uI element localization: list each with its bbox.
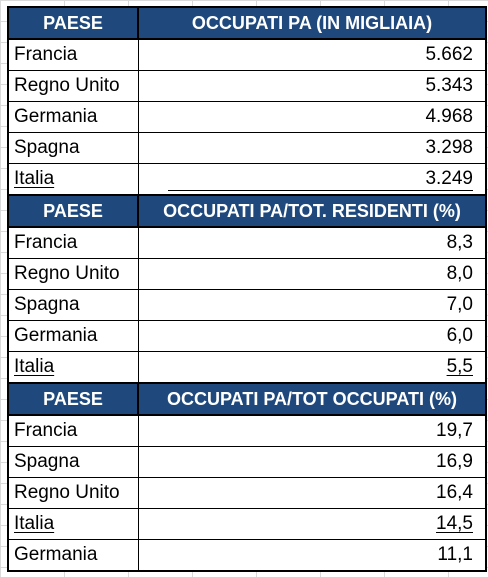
value-cell[interactable]: 11,1 bbox=[137, 539, 487, 572]
section-header-row: PAESE OCCUPATI PA/TOT. RESIDENTI (%) bbox=[7, 194, 487, 228]
header-metric[interactable]: OCCUPATI PA/TOT OCCUPATI (%) bbox=[137, 382, 487, 416]
table-row: Germania 6,0 bbox=[7, 320, 487, 352]
value-cell[interactable]: 19,7 bbox=[137, 414, 487, 447]
table-row: Regno Unito 16,4 bbox=[7, 477, 487, 509]
country-cell[interactable]: Spagna bbox=[7, 446, 139, 478]
value-text: 3.249 bbox=[168, 168, 473, 191]
value-cell[interactable]: 3.249 bbox=[137, 163, 487, 196]
public-employment-table: PAESE OCCUPATI PA (IN MIGLIAIA) Francia … bbox=[7, 6, 487, 572]
header-country[interactable]: PAESE bbox=[7, 194, 139, 228]
table-row: Regno Unito 8,0 bbox=[7, 258, 487, 290]
table-row: Italia 14,5 bbox=[7, 508, 487, 540]
country-cell[interactable]: Germania bbox=[7, 539, 139, 572]
country-cell[interactable]: Francia bbox=[7, 226, 139, 259]
value-cell[interactable]: 3.298 bbox=[137, 132, 487, 164]
country-cell[interactable]: Germania bbox=[7, 320, 139, 352]
country-cell[interactable]: Spagna bbox=[7, 132, 139, 164]
country-text: Italia bbox=[14, 356, 55, 377]
table-row: Spagna 3.298 bbox=[7, 132, 487, 164]
value-cell[interactable]: 8,0 bbox=[137, 258, 487, 290]
country-cell[interactable]: Spagna bbox=[7, 289, 139, 321]
value-cell[interactable]: 6,0 bbox=[137, 320, 487, 352]
header-metric[interactable]: OCCUPATI PA (IN MIGLIAIA) bbox=[137, 6, 487, 40]
country-cell[interactable]: Germania bbox=[7, 101, 139, 133]
table-row: Francia 8,3 bbox=[7, 226, 487, 259]
value-text: 14,5 bbox=[436, 513, 473, 534]
value-cell[interactable]: 5.662 bbox=[137, 38, 487, 71]
table-row: Germania 11,1 bbox=[7, 539, 487, 572]
country-cell[interactable]: Italia bbox=[7, 163, 139, 196]
table-row: Spagna 7,0 bbox=[7, 289, 487, 321]
table-row: Germania 4.968 bbox=[7, 101, 487, 133]
country-cell[interactable]: Francia bbox=[7, 38, 139, 71]
value-cell[interactable]: 16,9 bbox=[137, 446, 487, 478]
section-header-row: PAESE OCCUPATI PA/TOT OCCUPATI (%) bbox=[7, 382, 487, 416]
table-row: Spagna 16,9 bbox=[7, 446, 487, 478]
header-country[interactable]: PAESE bbox=[7, 6, 139, 40]
value-cell[interactable]: 14,5 bbox=[137, 508, 487, 540]
section-header-row: PAESE OCCUPATI PA (IN MIGLIAIA) bbox=[7, 6, 487, 40]
country-cell[interactable]: Regno Unito bbox=[7, 258, 139, 290]
value-cell[interactable]: 4.968 bbox=[137, 101, 487, 133]
country-text: Italia bbox=[14, 168, 55, 189]
country-cell[interactable]: Regno Unito bbox=[7, 477, 139, 509]
value-cell[interactable]: 5,5 bbox=[137, 351, 487, 384]
table-row: Francia 19,7 bbox=[7, 414, 487, 447]
country-cell[interactable]: Regno Unito bbox=[7, 70, 139, 102]
table-row: Regno Unito 5.343 bbox=[7, 70, 487, 102]
country-cell[interactable]: Italia bbox=[7, 508, 139, 540]
value-cell[interactable]: 5.343 bbox=[137, 70, 487, 102]
value-cell[interactable]: 16,4 bbox=[137, 477, 487, 509]
table-row: Italia 3.249 bbox=[7, 163, 487, 196]
country-text: Italia bbox=[14, 513, 55, 534]
country-cell[interactable]: Italia bbox=[7, 351, 139, 384]
value-cell[interactable]: 8,3 bbox=[137, 226, 487, 259]
value-text: 5,5 bbox=[446, 356, 473, 377]
header-metric[interactable]: OCCUPATI PA/TOT. RESIDENTI (%) bbox=[137, 194, 487, 228]
value-cell[interactable]: 7,0 bbox=[137, 289, 487, 321]
table-row: Francia 5.662 bbox=[7, 38, 487, 71]
table-row: Italia 5,5 bbox=[7, 351, 487, 384]
country-cell[interactable]: Francia bbox=[7, 414, 139, 447]
header-country[interactable]: PAESE bbox=[7, 382, 139, 416]
